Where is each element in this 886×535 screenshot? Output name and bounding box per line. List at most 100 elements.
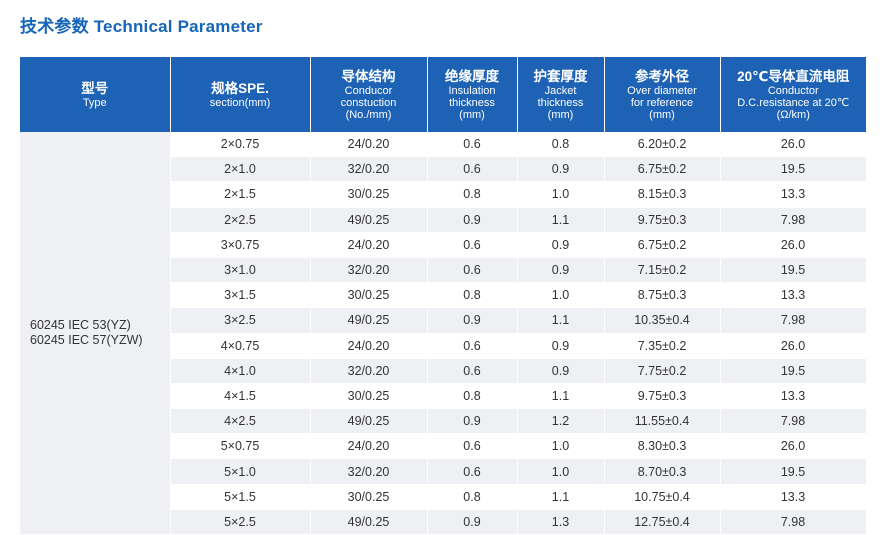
table-cell: 13.3	[720, 181, 867, 208]
table-cell: 0.9	[427, 509, 518, 535]
header-row: 型号 Type 规格SPE. section(mm) 导体结构 Conducor const…	[20, 57, 866, 132]
table-row: 3×2.5 49/0.25 0.9 1.1 10.35±0.4 7.98	[20, 307, 867, 334]
table-cell: 24/0.20	[310, 333, 428, 359]
table-row: 2×1.5 30/0.25 0.8 1.0 8.15±0.3 13.3	[20, 181, 867, 208]
table-cell: 0.6	[427, 132, 518, 158]
column-header-subtitle: Jacket	[544, 84, 577, 97]
table-cell: 0.9	[517, 257, 605, 284]
table-row: 5×0.75 24/0.20 0.6 1.0 8.30±0.3 26.0	[20, 433, 867, 460]
table-cell: 1.1	[517, 383, 605, 410]
column-header-subtitle: Over diameter	[627, 84, 697, 97]
type-label: 60245 IEC 53(YZ)	[30, 318, 131, 332]
column-header-title: 护套厚度	[533, 68, 588, 84]
column-header-subtitle: (mm)	[649, 108, 675, 121]
table-cell: 7.98	[720, 307, 867, 334]
parameter-table: 型号 Type 规格SPE. section(mm) 导体结构 Conducor const…	[20, 57, 867, 535]
table-cell: 19.5	[720, 257, 867, 284]
table-cell: 24/0.20	[310, 132, 428, 158]
table-cell: 1.1	[517, 207, 605, 233]
table-cell: 19.5	[720, 358, 867, 384]
column-header-subtitle: section(mm)	[209, 96, 271, 109]
table-cell: 2×2.5	[170, 207, 311, 233]
table-row: 5×1.0 32/0.20 0.6 1.0 8.70±0.3 19.5	[20, 458, 867, 485]
table-cell: 4×2.5	[170, 408, 311, 435]
table-row: 4×1.5 30/0.25 0.8 1.1 9.75±0.3 13.3	[20, 383, 867, 410]
column-header: 20℃导体直流电阻 Conductor D.C.resistance at 20℃(…	[720, 57, 866, 132]
table-cell: 0.9	[427, 408, 518, 435]
table-row: 3×1.0 32/0.20 0.6 0.9 7.15±0.2 19.5	[20, 257, 867, 284]
table-cell: 32/0.20	[310, 257, 428, 284]
table-cell: 8.15±0.3	[604, 181, 721, 208]
table-cell: 11.55±0.4	[604, 408, 721, 435]
column-header-subtitle: (mm)	[459, 108, 485, 121]
table-cell: 0.8	[427, 484, 518, 510]
table-cell: 2×1.5	[170, 181, 311, 208]
table-cell: 1.0	[517, 181, 605, 208]
table-cell: 0.9	[517, 333, 605, 359]
table-row: 5×1.5 30/0.25 0.8 1.1 10.75±0.4 13.3	[20, 484, 867, 510]
table-cell: 0.6	[427, 458, 518, 485]
table-cell: 10.35±0.4	[604, 307, 721, 334]
table-cell: 1.1	[517, 484, 605, 510]
table-row: 3×1.5 30/0.25 0.8 1.0 8.75±0.3 13.3	[20, 282, 867, 309]
table-cell: 7.15±0.2	[604, 257, 721, 284]
table-cell: 19.5	[720, 458, 867, 485]
table-cell: 26.0	[720, 333, 867, 359]
table-cell: 0.6	[427, 156, 518, 183]
table-cell: 26.0	[720, 232, 867, 258]
table-cell: 49/0.25	[310, 307, 428, 334]
column-header-subtitle: constuction	[340, 96, 397, 109]
column-header-subtitle: (Ω/km)	[776, 108, 810, 121]
table-cell: 30/0.25	[310, 484, 428, 510]
table-cell: 7.35±0.2	[604, 333, 721, 359]
column-header-subtitle: (mm)	[547, 108, 574, 121]
table-cell: 8.30±0.3	[604, 433, 721, 460]
table-cell: 49/0.25	[310, 207, 428, 233]
table-cell: 0.6	[427, 358, 518, 384]
table-row: 60245 IEC 53(YZ) 60245 IEC 57(YZW) 2×0.75 2…	[20, 132, 867, 535]
column-header-title: 导体结构	[341, 68, 396, 84]
table-row: 4×1.0 32/0.20 0.6 0.9 7.75±0.2 19.5	[20, 358, 867, 384]
table-cell: 5×1.0	[170, 458, 311, 485]
table-cell: 2×1.0	[170, 156, 311, 183]
table-cell: 8.75±0.3	[604, 282, 721, 309]
table-cell: 30/0.25	[310, 181, 428, 208]
column-header-title: 绝缘厚度	[445, 68, 499, 84]
table-cell: 1.0	[517, 282, 605, 309]
table-cell: 26.0	[720, 433, 867, 460]
table-cell: 0.9	[427, 307, 518, 334]
column-header-subtitle: Type	[82, 96, 107, 109]
table-row: 4×0.75 24/0.20 0.6 0.9 7.35±0.2 26.0	[20, 333, 867, 359]
table-cell: 9.75±0.3	[604, 383, 721, 410]
table-cell: 30/0.25	[310, 282, 428, 309]
table-cell: 30/0.25	[310, 383, 428, 410]
table-cell: 7.75±0.2	[604, 358, 721, 384]
column-header-title: 型号	[81, 80, 109, 96]
table-cell: 9.75±0.3	[604, 207, 721, 233]
table-cell: 32/0.20	[310, 156, 428, 183]
column-header: 型号 Type	[20, 57, 171, 132]
column-header-subtitle: Conductor	[767, 84, 819, 97]
table-cell: 13.3	[720, 383, 867, 410]
table-cell: 49/0.25	[310, 509, 428, 535]
table-row: 5×2.5 49/0.25 0.9 1.3 12.75±0.4 7.98	[20, 509, 867, 535]
column-header-subtitle: D.C.resistance at 20℃	[737, 96, 850, 109]
table-cell: 1.0	[517, 433, 605, 460]
table-cell: 4×1.5	[170, 383, 311, 410]
column-header-subtitle: for reference	[630, 96, 694, 109]
table-row: 4×2.5 49/0.25 0.9 1.2 11.55±0.4 7.98	[20, 408, 867, 435]
column-header: 导体结构 Conducor constuction (No./mm)	[310, 57, 428, 132]
table-cell: 3×1.5	[170, 282, 311, 309]
table-cell: 10.75±0.4	[604, 484, 721, 510]
column-header: 规格SPE. section(mm)	[170, 57, 311, 132]
table-cell: 19.5	[720, 156, 867, 183]
table-row: 2×1.0 32/0.20 0.6 0.9 6.75±0.2 19.5	[20, 156, 867, 183]
type-cell: 60245 IEC 53(YZ) 60245 IEC 57(YZW)	[20, 132, 171, 535]
table-cell: 24/0.20	[310, 433, 428, 460]
table-cell: 0.8	[427, 282, 518, 309]
column-header: 参考外径 Over diameter for reference (mm)	[604, 57, 721, 132]
table-body: 60245 IEC 53(YZ) 60245 IEC 57(YZW) 2×0.75 2…	[20, 132, 867, 535]
table-cell: 13.3	[720, 484, 867, 510]
table-cell: 12.75±0.4	[604, 509, 721, 535]
table-cell: 1.2	[517, 408, 605, 435]
